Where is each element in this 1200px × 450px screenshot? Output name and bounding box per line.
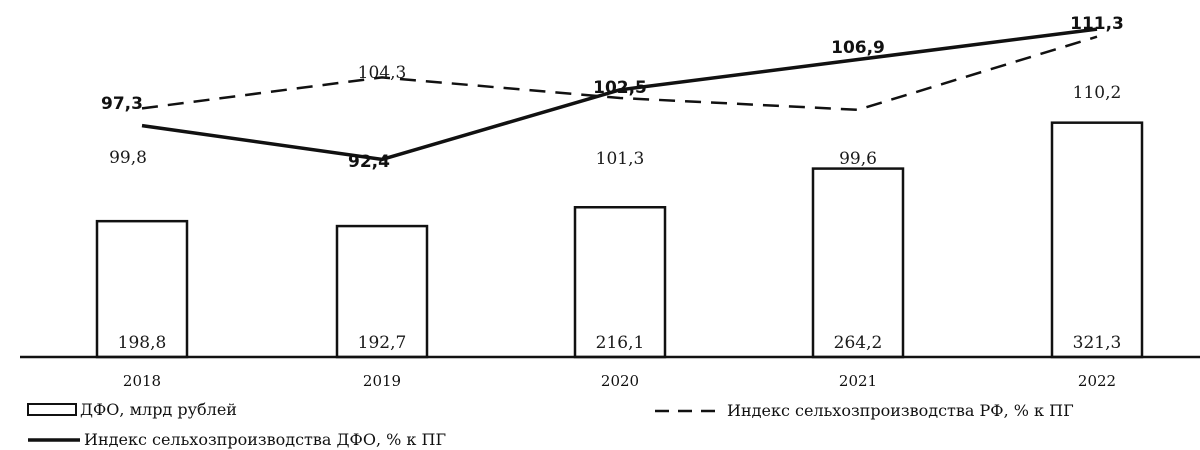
dfo-index-label-2018: 97,3 xyxy=(101,94,143,114)
bar-2021 xyxy=(811,167,905,359)
bar-value-label-2018: 198,8 xyxy=(118,333,167,353)
bar-value-label-2022: 321,3 xyxy=(1073,333,1122,353)
legend-bar-swatch xyxy=(27,403,77,416)
x-tick-2020: 2020 xyxy=(601,372,639,390)
x-tick-2021: 2021 xyxy=(839,372,877,390)
rf-index-label-2018: 99,8 xyxy=(109,148,147,168)
legend: ДФО, млрд рублей Индекс сельхозпроизводс… xyxy=(27,400,1074,449)
x-tick-2022: 2022 xyxy=(1078,372,1116,390)
bar-2022 xyxy=(1050,121,1144,359)
line-rf-index xyxy=(141,35,1098,112)
labels-layer: 198,8 192,7 216,1 264,2 321,3 99,8 104,3 101,3 9… xyxy=(101,14,1124,353)
bar-value-label-2020: 216,1 xyxy=(596,333,645,353)
legend-item-rf: Индекс сельхозпроизводства РФ, % к ПГ xyxy=(655,401,1074,420)
legend-label-dfo: Индекс сельхозпроизводства ДФО, % к ПГ xyxy=(84,430,446,449)
rf-index-label-2021: 99,6 xyxy=(839,149,877,169)
rf-index-label-2019: 104,3 xyxy=(358,63,407,83)
legend-item-dfo: Индекс сельхозпроизводства ДФО, % к ПГ xyxy=(28,430,446,449)
x-tick-labels: 2018 2019 2020 2021 2022 xyxy=(123,372,1116,390)
x-tick-2018: 2018 xyxy=(123,372,161,390)
bar-2018 xyxy=(95,219,189,359)
bar-value-label-2021: 264,2 xyxy=(834,333,883,353)
dfo-index-label-2019: 92,4 xyxy=(348,152,390,172)
bars-layer xyxy=(95,121,1144,359)
legend-label-rf: Индекс сельхозпроизводства РФ, % к ПГ xyxy=(727,401,1074,420)
legend-label-bars: ДФО, млрд рублей xyxy=(80,400,237,419)
x-tick-2019: 2019 xyxy=(363,372,401,390)
dfo-index-label-2021: 106,9 xyxy=(831,38,885,58)
bar-2019 xyxy=(335,224,429,359)
rf-index-label-2022: 110,2 xyxy=(1073,83,1122,103)
dfo-index-label-2020: 102,5 xyxy=(593,78,647,98)
lines-layer xyxy=(141,27,1098,162)
line-dfo-index xyxy=(141,27,1098,162)
rf-index-label-2020: 101,3 xyxy=(596,149,645,169)
legend-item-bars: ДФО, млрд рублей xyxy=(27,400,237,419)
bar-value-label-2019: 192,7 xyxy=(358,333,407,353)
dfo-index-label-2022: 111,3 xyxy=(1070,14,1124,34)
